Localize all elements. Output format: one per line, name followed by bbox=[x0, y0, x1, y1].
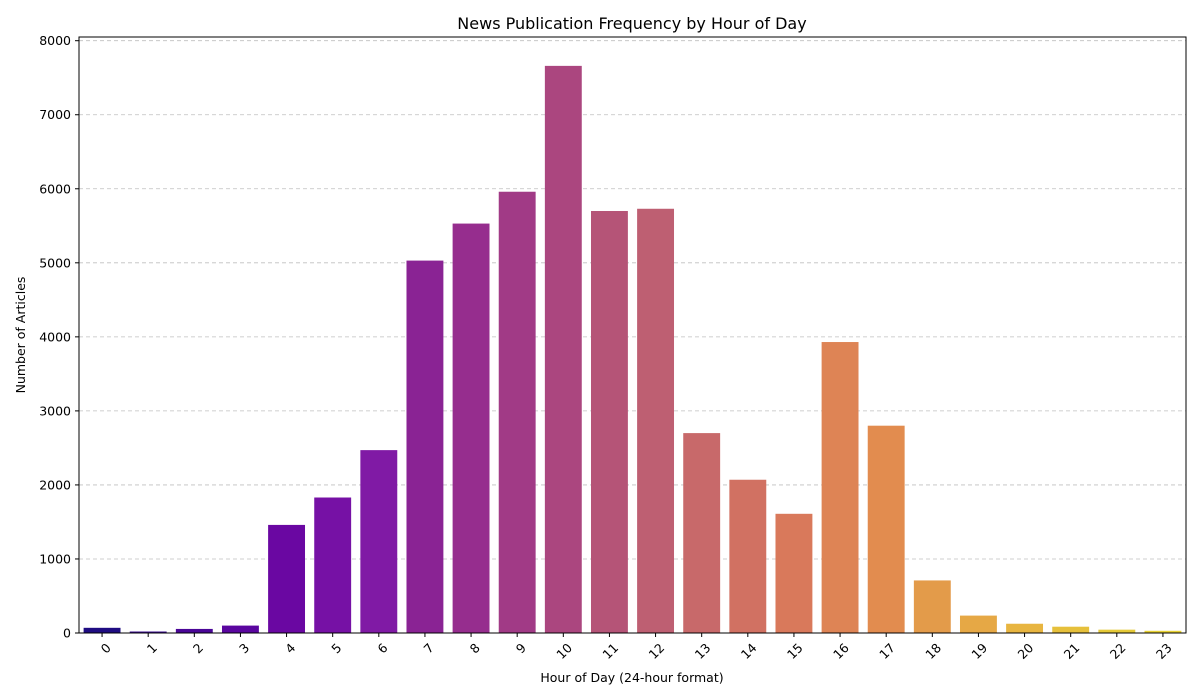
x-tick-label: 18 bbox=[922, 640, 944, 662]
bar-hour-7 bbox=[406, 260, 444, 633]
y-tick-label: 2000 bbox=[39, 477, 71, 492]
chart-title: News Publication Frequency by Hour of Da… bbox=[457, 14, 806, 33]
x-tick-label: 23 bbox=[1153, 640, 1175, 662]
bar-hour-6 bbox=[360, 450, 398, 633]
bars bbox=[83, 65, 1182, 634]
bar-hour-16 bbox=[821, 342, 859, 633]
x-tick-label: 3 bbox=[236, 640, 252, 656]
x-axis: 0 1 2 3 4 5 6 7 8 9 10 11 12 13 14 15 16 17 18 19 20 21 22 23 bbox=[98, 633, 1175, 662]
y-tick-label: 0 bbox=[63, 626, 71, 641]
x-tick-label: 5 bbox=[328, 640, 344, 656]
bar-hour-13 bbox=[683, 433, 721, 633]
x-tick-label: 15 bbox=[784, 640, 806, 662]
bar-hour-14 bbox=[729, 479, 767, 633]
x-axis-label: Hour of Day (24-hour format) bbox=[540, 670, 723, 685]
x-tick-label: 12 bbox=[645, 640, 667, 662]
x-tick-label: 9 bbox=[513, 640, 529, 656]
bar-hour-23 bbox=[1144, 630, 1182, 633]
y-tick-label: 3000 bbox=[39, 403, 71, 418]
bar-hour-18 bbox=[913, 580, 951, 633]
x-tick-label: 11 bbox=[599, 640, 621, 662]
x-tick-label: 10 bbox=[553, 640, 575, 662]
bar-hour-4 bbox=[268, 524, 306, 633]
x-tick-label: 14 bbox=[738, 640, 760, 662]
x-tick-label: 16 bbox=[830, 640, 852, 662]
y-tick-label: 8000 bbox=[39, 33, 71, 48]
y-tick-label: 5000 bbox=[39, 255, 71, 270]
bar-hour-17 bbox=[867, 425, 905, 633]
bar-hour-20 bbox=[1006, 623, 1044, 633]
bar-hour-12 bbox=[637, 208, 675, 633]
bar-hour-22 bbox=[1098, 629, 1136, 633]
y-axis-label: Number of Articles bbox=[13, 277, 28, 394]
x-tick-label: 8 bbox=[467, 640, 483, 656]
x-tick-label: 6 bbox=[374, 640, 390, 656]
y-tick-label: 6000 bbox=[39, 181, 71, 196]
bar-hour-11 bbox=[590, 210, 628, 633]
bar-hour-15 bbox=[775, 513, 813, 633]
x-tick-label: 17 bbox=[876, 640, 898, 662]
y-axis: 0 1000 2000 3000 4000 5000 6000 7000 8000 bbox=[39, 33, 79, 641]
bar-hour-21 bbox=[1052, 626, 1090, 633]
bar-hour-9 bbox=[498, 191, 536, 633]
x-tick-label: 7 bbox=[420, 640, 436, 656]
bar-hour-5 bbox=[314, 497, 352, 633]
bar-hour-0 bbox=[83, 627, 121, 633]
y-tick-label: 1000 bbox=[39, 551, 71, 566]
bar-hour-2 bbox=[175, 628, 213, 633]
x-tick-label: 4 bbox=[282, 640, 298, 656]
gridlines bbox=[79, 40, 1186, 634]
x-tick-label: 0 bbox=[98, 640, 114, 656]
x-tick-label: 20 bbox=[1014, 640, 1036, 662]
x-tick-label: 21 bbox=[1061, 640, 1083, 662]
bar-hour-10 bbox=[544, 65, 582, 634]
x-tick-label: 1 bbox=[144, 640, 160, 656]
x-tick-label: 2 bbox=[190, 640, 206, 656]
y-tick-label: 4000 bbox=[39, 329, 71, 344]
x-tick-label: 19 bbox=[968, 640, 990, 662]
y-tick-label: 7000 bbox=[39, 107, 71, 122]
bar-hour-1 bbox=[129, 631, 167, 633]
bar-hour-3 bbox=[221, 625, 259, 633]
plot-frame bbox=[78, 36, 1187, 634]
x-tick-label: 13 bbox=[692, 640, 714, 662]
bar-hour-19 bbox=[959, 615, 997, 633]
bar-hour-8 bbox=[452, 223, 490, 633]
x-tick-label: 22 bbox=[1107, 640, 1129, 662]
